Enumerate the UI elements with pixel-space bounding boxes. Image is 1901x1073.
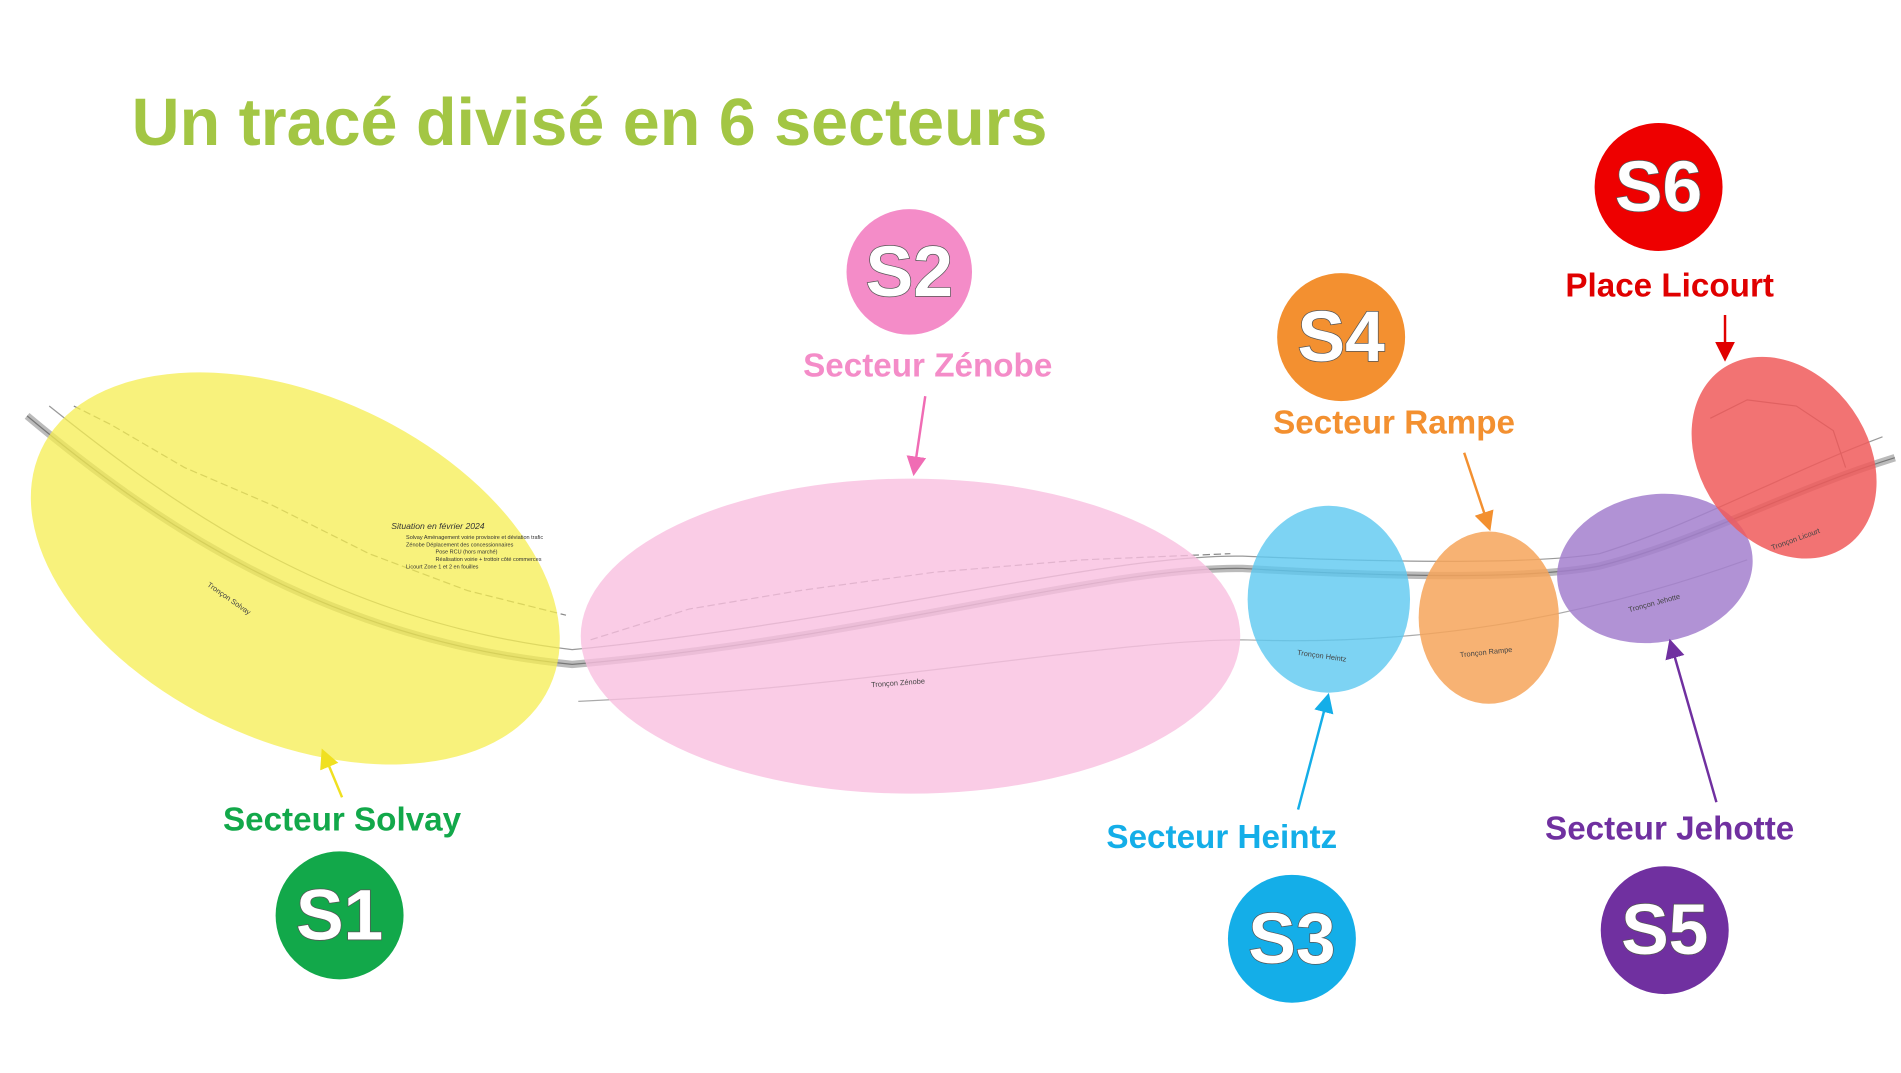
badge xyxy=(275,851,404,980)
sector-code: S1 xyxy=(296,875,383,955)
zone-s5 xyxy=(1557,493,1753,644)
sector-name: Secteur Jehotte xyxy=(1545,810,1794,847)
title: Un tracé divisé en 6 secteurs xyxy=(132,86,1048,160)
sector-code: S5 xyxy=(1621,890,1708,970)
badge xyxy=(846,209,973,335)
sector-code: S4 xyxy=(1297,297,1385,377)
zone-s6 xyxy=(1691,356,1877,559)
zone-s2 xyxy=(580,478,1241,794)
arrow xyxy=(906,396,927,477)
legend-row: Pose RCU (hors marché) xyxy=(436,550,498,556)
sector-code: S6 xyxy=(1615,147,1702,227)
zone-s4 xyxy=(1418,531,1559,704)
legend-row: Réalisation voirie + trottoir côté comme… xyxy=(436,557,542,563)
badge xyxy=(1594,123,1723,252)
arrow xyxy=(1463,452,1494,532)
badge xyxy=(1227,874,1356,1003)
legend-row: Licourt Zone 1 et 2 en fouilles xyxy=(406,564,479,570)
legend-row: Solvay Aménagement voirie provisoire et … xyxy=(406,535,543,541)
zone-s3 xyxy=(1247,505,1411,693)
sector-name: Secteur Solvay xyxy=(223,802,462,839)
sector-name: Secteur Zénobe xyxy=(803,348,1052,385)
badge xyxy=(1277,273,1406,402)
arrow xyxy=(320,748,344,798)
sector-name: Secteur Heintz xyxy=(1106,819,1337,856)
arrows xyxy=(320,314,1735,810)
sector-code: S2 xyxy=(866,232,953,312)
arrow xyxy=(1296,692,1334,810)
sector-name: Place Licourt xyxy=(1565,268,1774,305)
legend-row: Zénobe Déplacement des concessionnaires xyxy=(406,542,514,548)
sector-name: Secteur Rampe xyxy=(1273,404,1515,441)
situation-title: Situation en février 2024 xyxy=(391,521,485,531)
arrow xyxy=(1665,638,1718,803)
badge xyxy=(1600,866,1729,995)
sector-code: S3 xyxy=(1248,899,1335,979)
zone-s1 xyxy=(30,372,560,765)
content: Un tracé divisé en 6 secteurs Situation … xyxy=(24,86,1896,1003)
segment-label: Tronçon Zénobe xyxy=(871,676,925,689)
